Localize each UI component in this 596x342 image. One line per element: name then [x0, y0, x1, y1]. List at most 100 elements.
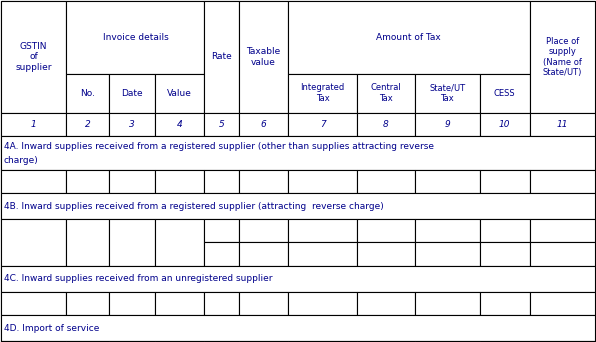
Text: Rate: Rate [211, 52, 232, 61]
Bar [288, 113, 357, 136]
Text: 6: 6 [260, 120, 266, 129]
Bar [529, 1, 595, 113]
Bar [288, 74, 357, 113]
Bar [1, 193, 595, 219]
Text: 4B. Inward supplies received from a registered supplier (attracting  reverse cha: 4B. Inward supplies received from a regi… [4, 201, 384, 211]
Text: 2: 2 [85, 120, 91, 129]
Bar [529, 219, 595, 242]
Text: Invoice details: Invoice details [103, 33, 168, 42]
Bar [357, 219, 415, 242]
Bar [109, 219, 155, 266]
Bar [288, 1, 529, 74]
Bar [67, 292, 109, 315]
Bar [415, 242, 480, 266]
Bar [357, 113, 415, 136]
Bar [1, 113, 67, 136]
Text: Central
Tax: Central Tax [371, 83, 401, 103]
Bar [1, 170, 67, 193]
Bar [1, 1, 67, 113]
Bar [288, 170, 357, 193]
Bar [529, 170, 595, 193]
Bar [288, 219, 357, 242]
Bar [480, 113, 529, 136]
Text: 4: 4 [177, 120, 182, 129]
Bar [67, 341, 109, 342]
Bar [155, 292, 204, 315]
Bar [1, 219, 67, 266]
Bar [288, 242, 357, 266]
Bar [1, 266, 595, 292]
Bar [67, 170, 109, 193]
Bar [204, 113, 239, 136]
Bar [357, 341, 415, 342]
Text: No.: No. [80, 89, 95, 97]
Text: Place of
supply
(Name of
State/UT): Place of supply (Name of State/UT) [542, 37, 582, 77]
Bar [415, 341, 480, 342]
Bar [415, 292, 480, 315]
Text: 4A. Inward supplies received from a registered supplier (other than supplies att: 4A. Inward supplies received from a regi… [4, 142, 434, 150]
Bar [204, 1, 239, 113]
Bar [155, 113, 204, 136]
Bar [239, 1, 288, 113]
Text: Value: Value [167, 89, 192, 97]
Text: Date: Date [121, 89, 143, 97]
Bar [204, 219, 239, 242]
Bar [288, 292, 357, 315]
Bar [529, 113, 595, 136]
Bar [239, 341, 288, 342]
Bar [109, 292, 155, 315]
Bar [239, 170, 288, 193]
Bar [109, 113, 155, 136]
Bar [288, 341, 357, 342]
Bar [529, 292, 595, 315]
Bar [480, 74, 529, 113]
Text: Amount of Tax: Amount of Tax [377, 33, 441, 42]
Bar [239, 113, 288, 136]
Bar [415, 170, 480, 193]
Text: 7: 7 [320, 120, 325, 129]
Bar [357, 292, 415, 315]
Bar [67, 219, 109, 266]
Bar [480, 170, 529, 193]
Bar [239, 292, 288, 315]
Text: CESS: CESS [494, 89, 516, 97]
Bar [415, 219, 480, 242]
Bar [1, 292, 67, 315]
Bar [1, 136, 595, 170]
Text: 4C. Inward supplies received from an unregistered supplier: 4C. Inward supplies received from an unr… [4, 274, 272, 283]
Bar [204, 242, 239, 266]
Bar [480, 219, 529, 242]
Bar [529, 242, 595, 266]
Bar [239, 219, 288, 242]
Text: 3: 3 [129, 120, 135, 129]
Bar [67, 113, 109, 136]
Bar [155, 341, 204, 342]
Bar [67, 1, 204, 74]
Bar [529, 341, 595, 342]
Bar [155, 170, 204, 193]
Bar [415, 113, 480, 136]
Bar [415, 74, 480, 113]
Text: Integrated
Tax: Integrated Tax [300, 83, 345, 103]
Bar [480, 242, 529, 266]
Text: State/UT
Tax: State/UT Tax [429, 83, 465, 103]
Text: 1: 1 [31, 120, 36, 129]
Bar [357, 242, 415, 266]
Bar [109, 74, 155, 113]
Text: 4D. Import of service: 4D. Import of service [4, 324, 100, 332]
Text: charge): charge) [4, 156, 39, 165]
Bar [204, 292, 239, 315]
Text: 9: 9 [445, 120, 450, 129]
Bar [204, 170, 239, 193]
Bar [357, 74, 415, 113]
Text: 8: 8 [383, 120, 389, 129]
Text: 10: 10 [499, 120, 511, 129]
Bar [109, 341, 155, 342]
Bar [1, 341, 67, 342]
Text: Taxable
value: Taxable value [246, 47, 281, 66]
Bar [204, 341, 239, 342]
Bar [480, 292, 529, 315]
Bar [1, 315, 595, 341]
Text: 11: 11 [557, 120, 568, 129]
Bar [155, 74, 204, 113]
